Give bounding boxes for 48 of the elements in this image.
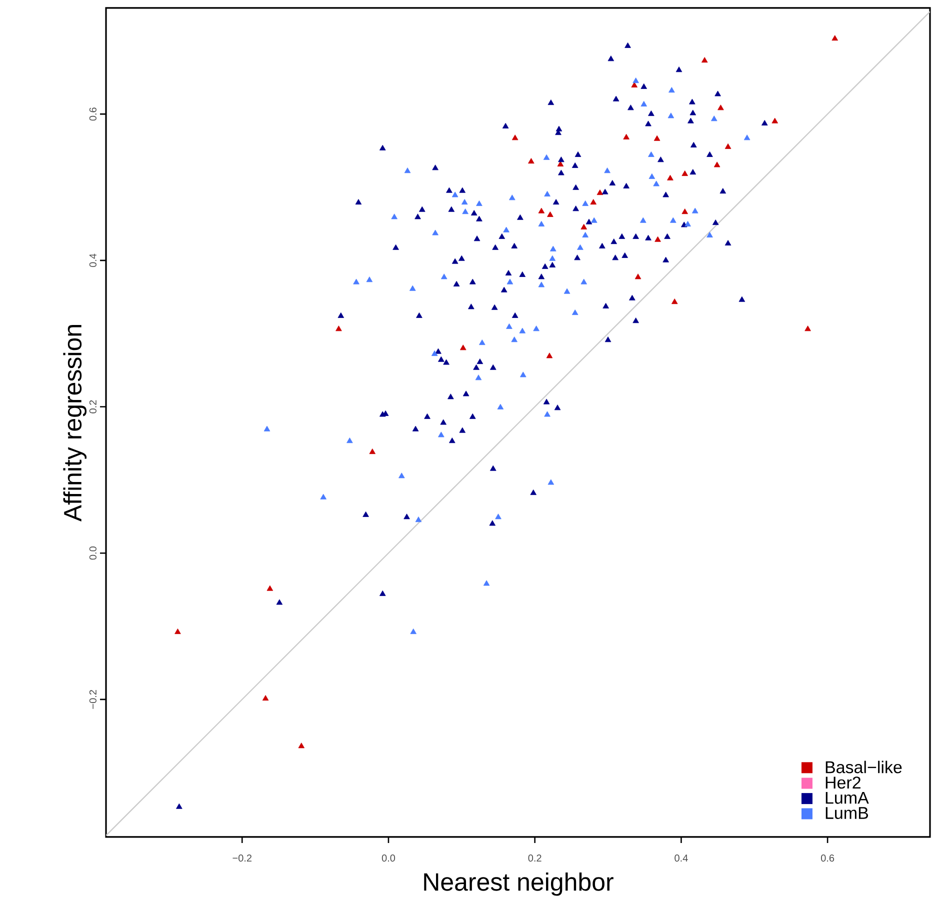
point bbox=[714, 162, 720, 168]
y-tick-label: 0.4 bbox=[89, 254, 96, 267]
y-tick-label: 0.0 bbox=[89, 546, 96, 560]
point bbox=[596, 190, 604, 195]
point bbox=[369, 448, 376, 454]
point bbox=[538, 208, 545, 214]
point bbox=[682, 208, 688, 214]
point bbox=[832, 35, 838, 41]
point bbox=[266, 585, 274, 591]
y-axis-title: Affinity regression bbox=[63, 325, 87, 522]
point bbox=[557, 160, 564, 166]
point bbox=[682, 170, 688, 176]
x-axis-title: Nearest neighbor bbox=[424, 872, 614, 896]
point bbox=[654, 236, 661, 242]
legend-label: LumA bbox=[826, 792, 869, 804]
x-tick-label: 0.6 bbox=[820, 854, 834, 862]
point bbox=[724, 143, 732, 149]
point bbox=[718, 104, 724, 110]
point bbox=[580, 224, 588, 230]
point bbox=[654, 135, 660, 141]
point bbox=[460, 344, 466, 350]
legend-label: LumB bbox=[826, 807, 868, 820]
point bbox=[701, 57, 708, 63]
point bbox=[667, 174, 674, 180]
point bbox=[631, 82, 638, 88]
point bbox=[528, 158, 534, 164]
x-tick-label: 0.4 bbox=[674, 854, 688, 862]
point bbox=[336, 326, 342, 332]
point bbox=[262, 695, 269, 701]
x-tick-label: 0.2 bbox=[528, 854, 542, 862]
x-tick-label: −0.2 bbox=[232, 854, 252, 862]
y-tick-label: 0.6 bbox=[89, 108, 96, 121]
point bbox=[634, 274, 642, 280]
point bbox=[298, 742, 305, 748]
point bbox=[590, 199, 597, 205]
point bbox=[546, 352, 553, 358]
point bbox=[623, 134, 630, 140]
point bbox=[772, 118, 778, 124]
x-tick-label: 0.0 bbox=[382, 854, 396, 862]
point bbox=[512, 134, 518, 140]
legend-label: Her2 bbox=[826, 776, 860, 789]
point bbox=[804, 326, 811, 332]
point bbox=[671, 298, 678, 304]
legend-label: Basal−like bbox=[826, 760, 902, 774]
y-tick-label: −0.2 bbox=[89, 690, 96, 709]
point bbox=[547, 211, 554, 217]
point bbox=[174, 628, 181, 634]
y-tick-label: 0.2 bbox=[89, 400, 96, 414]
